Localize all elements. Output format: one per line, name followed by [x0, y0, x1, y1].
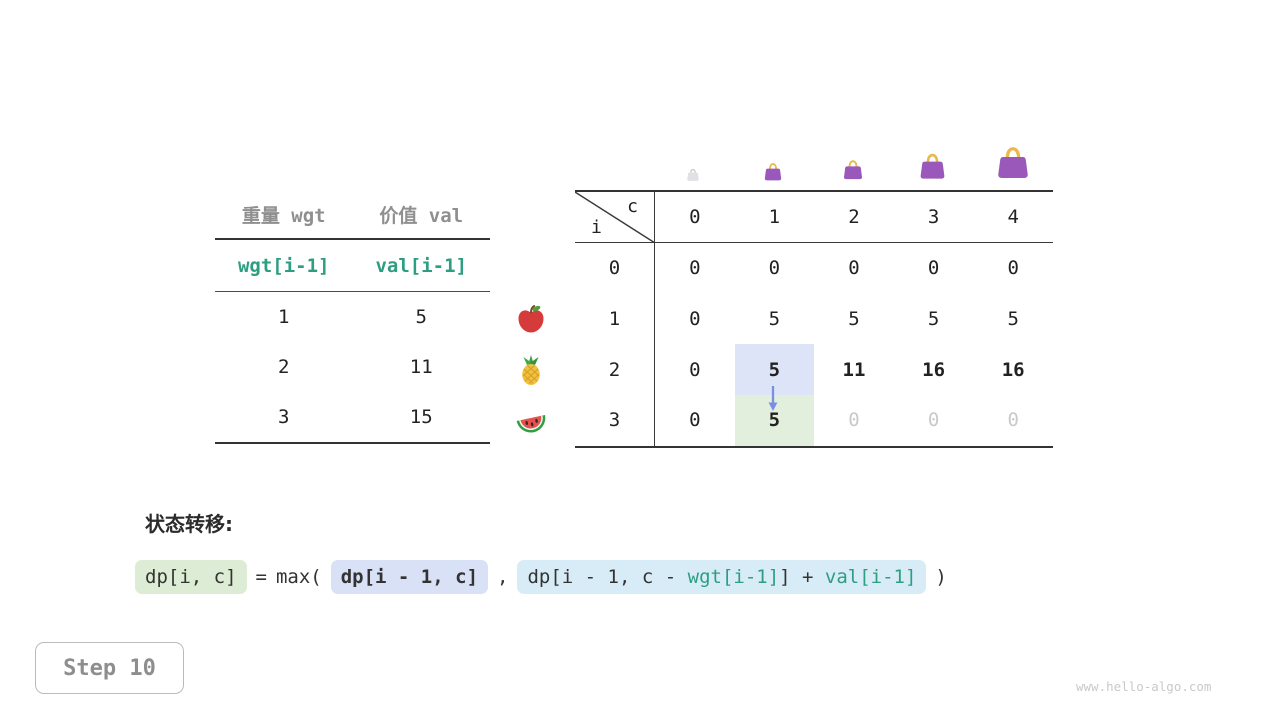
- bag-medium-icon: [842, 159, 864, 185]
- option2-wgt: wgt[i-1]: [687, 566, 780, 588]
- bag-xlarge-icon: [995, 145, 1031, 185]
- pineapple-icon: [515, 354, 547, 386]
- item-row-2: 2 11: [215, 342, 490, 392]
- col-header-3: 3: [893, 192, 974, 243]
- item-1-value: 5: [415, 306, 427, 328]
- row-label-1: 1: [575, 293, 655, 345]
- dp-cell-2-1-source-highlight: 5: [734, 344, 815, 396]
- col-header-2: 2: [814, 192, 894, 243]
- capacity-axis-label: c: [627, 196, 638, 217]
- item-2-weight: 2: [278, 356, 290, 378]
- formula-option2: dp[i - 1, c - wgt[i-1]] + val[i-1]: [517, 560, 927, 594]
- option2-mid: ] +: [779, 566, 825, 588]
- item-3-weight: 3: [278, 406, 290, 428]
- transition-title: 状态转移:: [145, 512, 233, 536]
- val-formula-cell: val[i-1]: [375, 254, 467, 277]
- col-header-1: 1: [734, 192, 815, 243]
- option2-val: val[i-1]: [824, 566, 917, 588]
- item-2-value: 11: [409, 356, 433, 378]
- item-table: 重量 wgt 价值 val wgt[i-1] val[i-1] 1 5 2 11…: [215, 190, 490, 444]
- dp-cell-1-4: 5: [1007, 308, 1019, 331]
- dp-cell-2-4: 16: [1001, 358, 1025, 381]
- dp-cell-2-0: 0: [689, 358, 701, 381]
- dp-cell-1-1: 5: [768, 308, 781, 331]
- item-table-header-row: 重量 wgt 价值 val: [215, 190, 490, 240]
- weight-column-header: 重量 wgt: [241, 204, 326, 227]
- bag-small-icon: [763, 162, 783, 186]
- dp-cell-0-0: 0: [689, 257, 701, 280]
- max-open: max(: [275, 566, 322, 588]
- dp-corner-cell: c i: [575, 192, 655, 243]
- col-header-0: 0: [655, 192, 735, 243]
- item-row-3: 3 15: [215, 392, 490, 442]
- transition-formula: dp[i, c] = max( dp[i - 1, c] , dp[i - 1,…: [135, 560, 947, 594]
- step-badge: Step 10: [35, 642, 184, 694]
- dp-cell-0-4: 0: [1007, 257, 1019, 280]
- wgt-formula-cell: wgt[i-1]: [237, 254, 330, 277]
- row-label-0: 0: [575, 243, 655, 294]
- dp-cell-1-0: 0: [689, 308, 701, 331]
- bag-tiny-icon: [686, 167, 700, 186]
- watermark: www.hello-algo.com: [1076, 679, 1212, 694]
- dp-cell-0-3: 0: [927, 257, 940, 280]
- dp-cell-0-2: 0: [848, 257, 860, 280]
- item-3-value: 15: [409, 406, 433, 428]
- dp-cell-0-1: 0: [768, 257, 781, 280]
- item-table-formula-row: wgt[i-1] val[i-1]: [215, 240, 490, 292]
- formula-option1: dp[i - 1, c]: [330, 560, 489, 594]
- transition-arrow-icon: [768, 386, 778, 411]
- dp-cell-1-2: 5: [848, 308, 860, 331]
- item-axis-label: i: [591, 217, 602, 238]
- dp-cell-3-0: 0: [689, 409, 701, 432]
- comma: ,: [497, 566, 509, 588]
- dp-table: c i 0 1 2 3 4 0 0 0 0 0 0 1 0 5 5 5 5 2 …: [575, 190, 1053, 448]
- dp-cell-2-3: 16: [922, 358, 946, 381]
- dp-cell-3-4: 0: [1007, 409, 1019, 432]
- item-1-weight: 1: [278, 306, 290, 328]
- equals-sign: =: [255, 566, 267, 588]
- value-column-header: 价值 val: [379, 204, 464, 227]
- col-header-4: 4: [973, 192, 1053, 243]
- dp-cell-1-3: 5: [927, 308, 940, 331]
- row-label-3: 3: [575, 395, 655, 446]
- watermelon-icon: [515, 405, 547, 437]
- apple-icon: [515, 303, 547, 335]
- item-row-1: 1 5: [215, 292, 490, 342]
- close-paren: ): [935, 566, 947, 588]
- bag-large-icon: [918, 152, 947, 185]
- dp-cell-2-2: 11: [842, 358, 866, 381]
- row-label-2: 2: [575, 344, 655, 396]
- option2-prefix: dp[i - 1, c -: [527, 566, 688, 588]
- dp-cell-3-2: 0: [848, 409, 860, 432]
- formula-lhs: dp[i, c]: [135, 560, 247, 594]
- dp-cell-3-3: 0: [927, 409, 940, 432]
